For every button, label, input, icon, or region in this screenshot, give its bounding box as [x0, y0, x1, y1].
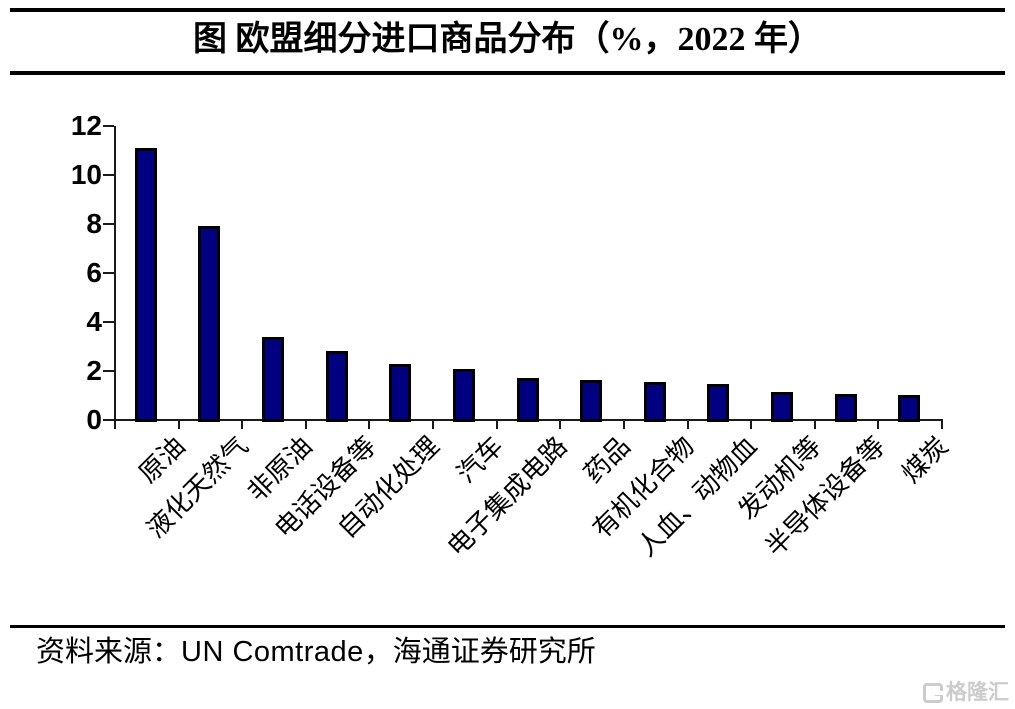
x-axis-tick	[687, 419, 689, 429]
y-axis-tick	[103, 174, 114, 176]
y-axis-tick	[103, 272, 114, 274]
bar	[517, 378, 539, 422]
y-axis-label: 4	[86, 306, 102, 337]
bar	[453, 369, 475, 422]
title-top-rule	[10, 8, 1005, 12]
x-axis-tick	[877, 419, 879, 429]
x-axis-tick	[305, 419, 307, 429]
y-axis-tick	[103, 370, 114, 372]
x-axis-tick	[814, 419, 816, 429]
x-axis-tick	[750, 419, 752, 429]
gelonghui-logo-icon	[923, 683, 943, 703]
y-axis-label: 12	[70, 110, 102, 141]
y-axis-label: 0	[86, 404, 102, 435]
y-axis-tick	[103, 223, 114, 225]
bar	[835, 394, 857, 422]
x-axis-tick	[496, 419, 498, 429]
x-axis-label: 原油	[133, 431, 191, 489]
bar	[644, 382, 666, 422]
x-axis-label: 煤炭	[896, 431, 954, 489]
x-axis-label: 汽车	[451, 431, 509, 489]
bar	[707, 384, 729, 422]
x-axis-tick	[178, 419, 180, 429]
y-axis-tick	[103, 125, 114, 127]
x-axis-label: 药品	[578, 431, 636, 489]
bar	[262, 337, 284, 422]
y-axis-label: 8	[86, 208, 102, 239]
bar	[389, 364, 411, 422]
source-line: 资料来源：UN Comtrade，海通证券研究所	[36, 634, 596, 670]
y-axis-label: 10	[70, 159, 102, 190]
source-suffix: ，海通证券研究所	[363, 636, 596, 668]
source-agency: UN Comtrade	[181, 636, 364, 668]
x-axis-tick	[941, 419, 943, 429]
y-axis-label: 2	[86, 355, 102, 386]
x-axis-tick	[241, 419, 243, 429]
bar	[580, 380, 602, 422]
source-divider-rule	[10, 625, 1005, 628]
gelonghui-watermark: 格隆汇	[923, 682, 1009, 704]
x-axis-tick	[114, 419, 116, 429]
bar	[771, 392, 793, 422]
watermark-text: 格隆汇	[946, 681, 1009, 704]
bar	[135, 148, 157, 422]
bar	[326, 351, 348, 422]
x-axis-tick	[559, 419, 561, 429]
bar	[898, 395, 920, 422]
y-axis-label: 6	[86, 257, 102, 288]
x-axis-tick	[368, 419, 370, 429]
y-axis-tick	[103, 419, 114, 421]
source-label: 资料来源：	[36, 636, 182, 668]
bar	[198, 226, 220, 422]
y-axis-tick	[103, 321, 114, 323]
x-axis-tick	[432, 419, 434, 429]
x-axis-tick	[623, 419, 625, 429]
chart-title: 图 欧盟细分进口商品分布（%，2022 年）	[193, 21, 822, 58]
title-bottom-rule	[10, 71, 1005, 75]
y-axis-line	[114, 126, 116, 422]
